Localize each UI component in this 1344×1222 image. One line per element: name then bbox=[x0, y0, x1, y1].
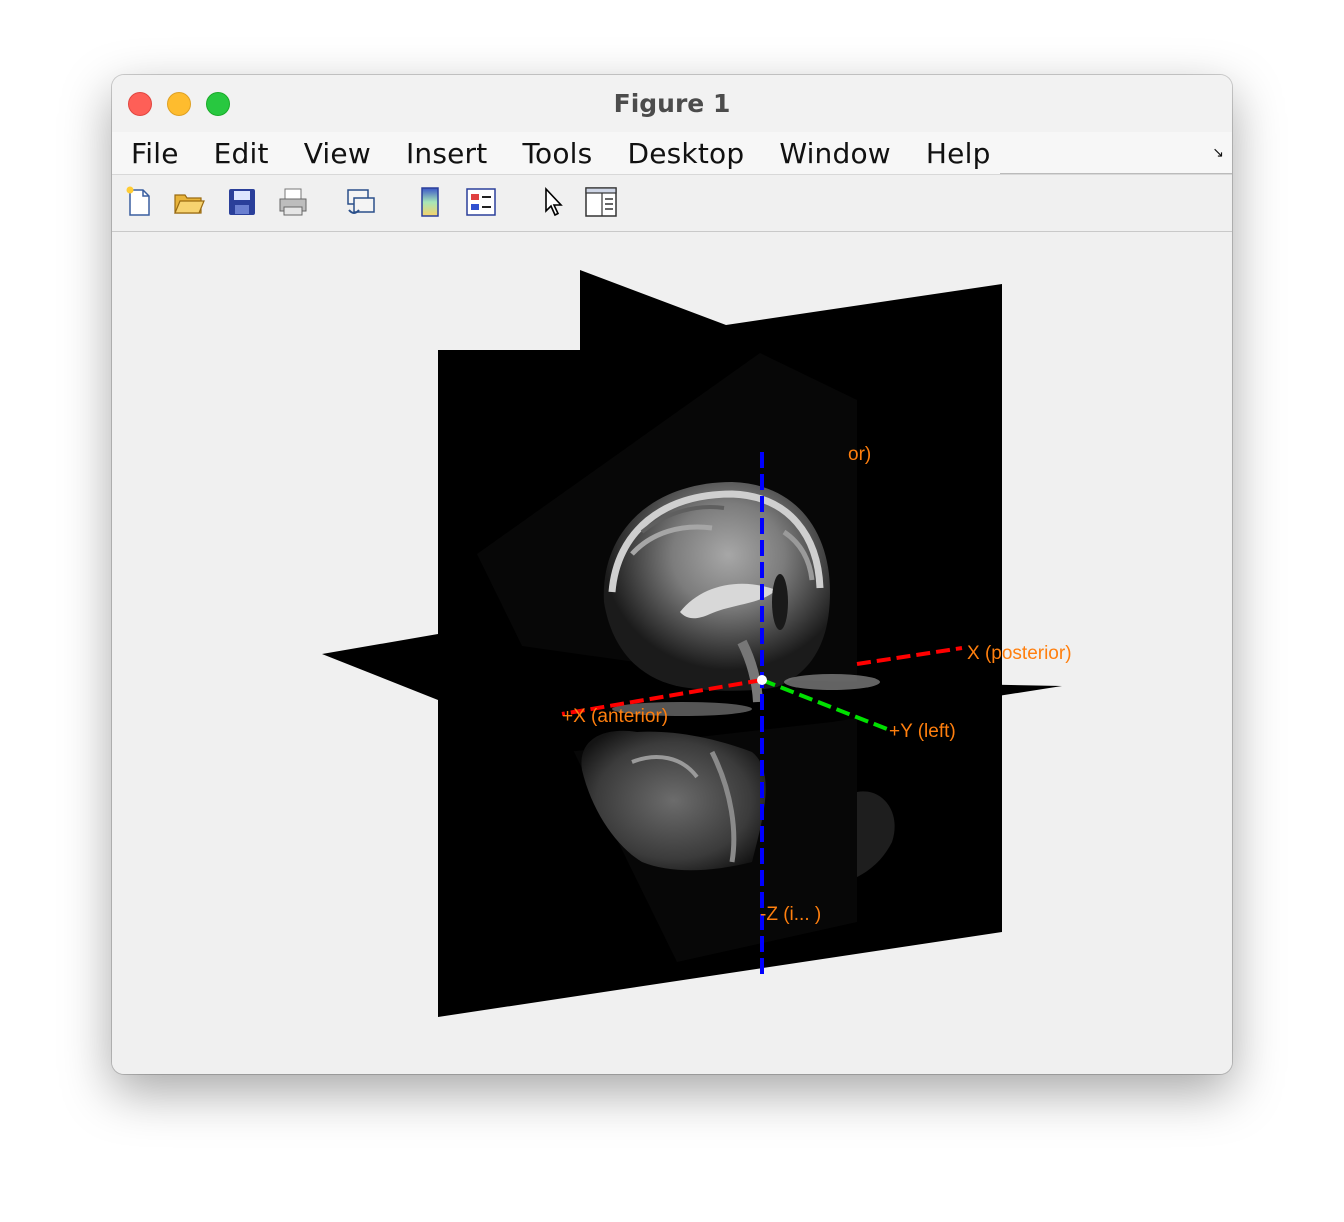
menu-file[interactable]: File bbox=[131, 136, 179, 170]
mri-slice-image bbox=[581, 482, 895, 877]
insert-colorbar-icon[interactable] bbox=[413, 185, 447, 219]
z-inferior-label: -Z (i... ) bbox=[760, 904, 821, 925]
open-file-icon[interactable] bbox=[172, 185, 206, 219]
menu-view[interactable]: View bbox=[303, 136, 371, 170]
insert-legend-icon[interactable] bbox=[464, 185, 498, 219]
figure-canvas[interactable]: X (posterior) +X (anterior) +Y (left) or… bbox=[112, 232, 1232, 1074]
close-button[interactable] bbox=[128, 92, 152, 116]
menu-window[interactable]: Window bbox=[779, 136, 891, 170]
x-axis-anterior bbox=[561, 678, 763, 716]
link-plot-icon[interactable] bbox=[344, 185, 378, 219]
menu-edit[interactable]: Edit bbox=[213, 136, 269, 170]
x-axis-posterior bbox=[856, 646, 963, 666]
figure-toolbar bbox=[112, 175, 1232, 232]
menu-help[interactable]: Help bbox=[925, 136, 991, 170]
figure-window: Figure 1 File Edit View Insert Tools Des… bbox=[112, 75, 1232, 1074]
window-title: Figure 1 bbox=[613, 89, 731, 118]
y-axis-left bbox=[761, 678, 888, 731]
title-bar: Figure 1 bbox=[112, 75, 1232, 132]
origin-marker bbox=[757, 675, 767, 685]
dock-figure-icon[interactable]: ↘ bbox=[1212, 144, 1224, 160]
zoom-button[interactable] bbox=[206, 92, 230, 116]
z-superior-label: or) bbox=[848, 444, 871, 465]
menu-bar: File Edit View Insert Tools Desktop Wind… bbox=[112, 132, 1232, 175]
window-controls bbox=[128, 92, 230, 116]
print-icon[interactable] bbox=[276, 185, 310, 219]
new-figure-icon[interactable] bbox=[122, 185, 156, 219]
minimize-button[interactable] bbox=[167, 92, 191, 116]
menu-desktop[interactable]: Desktop bbox=[627, 136, 745, 170]
orthoslice-plot[interactable]: X (posterior) +X (anterior) +Y (left) or… bbox=[112, 232, 1232, 1074]
edit-plot-pointer-icon[interactable] bbox=[536, 185, 570, 219]
save-icon[interactable] bbox=[225, 185, 259, 219]
property-inspector-icon[interactable] bbox=[584, 185, 618, 219]
x-anterior-label: +X (anterior) bbox=[562, 706, 668, 727]
menu-insert[interactable]: Insert bbox=[405, 136, 488, 170]
y-left-label: +Y (left) bbox=[889, 721, 956, 742]
menu-tools[interactable]: Tools bbox=[522, 136, 593, 170]
menu-divider bbox=[1000, 173, 1232, 174]
x-posterior-label: X (posterior) bbox=[967, 643, 1072, 664]
